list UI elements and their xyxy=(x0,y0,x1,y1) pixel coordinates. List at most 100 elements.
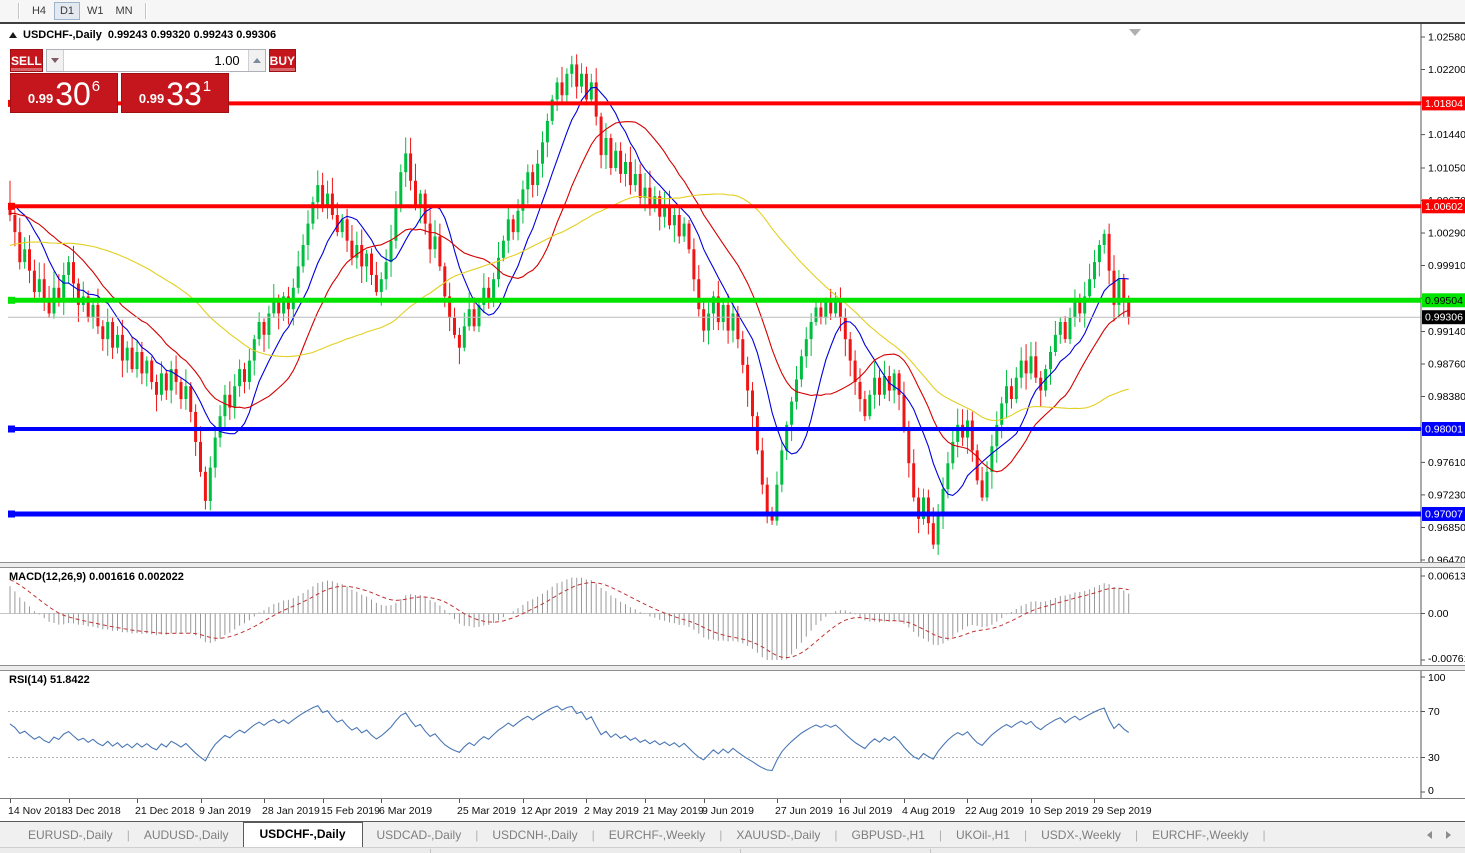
chart-tab-eurchf-weekly-2[interactable]: EURCHF-,Weekly xyxy=(1152,828,1249,842)
chevron-up-icon xyxy=(252,58,261,63)
macd-pane: 0.00613 0.00 -0.007612 MACD(12,26,9) 0.001… xyxy=(0,568,1465,665)
date-tick xyxy=(323,799,324,803)
timeframe-button-h4[interactable]: H4 xyxy=(26,2,52,20)
one-click-trading-panel: SELL BUY 0.99 30 6 0.99 xyxy=(10,49,297,113)
date-label: 9 Jan 2019 xyxy=(199,805,251,817)
svg-text:0.97007: 0.97007 xyxy=(1425,509,1463,521)
svg-text:0.98760: 0.98760 xyxy=(1428,359,1465,371)
macd-label: MACD(12,26,9) 0.001616 0.002022 xyxy=(9,571,184,583)
svg-text:1.00290: 1.00290 xyxy=(1428,228,1465,240)
sell-price-big: 30 xyxy=(55,76,91,112)
svg-text:0.99910: 0.99910 xyxy=(1428,260,1465,272)
svg-text:0.99504: 0.99504 xyxy=(1425,295,1463,307)
buy-price-big: 33 xyxy=(166,76,202,112)
chart-tab-usdchf-daily[interactable]: USDCHF-,Daily xyxy=(242,822,363,847)
svg-text:1.01440: 1.01440 xyxy=(1428,129,1465,141)
scroll-tabs-left-icon[interactable] xyxy=(1427,831,1432,839)
date-tick xyxy=(69,799,70,803)
date-label: 21 May 2019 xyxy=(643,805,704,817)
chart-tab-usdx-weekly[interactable]: USDX-,Weekly xyxy=(1041,828,1121,842)
date-label: 10 Sep 2019 xyxy=(1029,805,1089,817)
buy-button[interactable]: BUY xyxy=(268,49,297,72)
buy-price-prefix: 0.99 xyxy=(138,91,165,106)
svg-text:100: 100 xyxy=(1428,672,1446,684)
scroll-tabs-right-icon[interactable] xyxy=(1446,831,1451,839)
svg-text:0.99140: 0.99140 xyxy=(1428,326,1465,338)
date-tick xyxy=(586,799,587,803)
toolbar-separator xyxy=(18,3,19,19)
buy-price-pipette: 1 xyxy=(202,78,212,95)
timeframe-toolbar: H4 D1 W1 MN xyxy=(0,0,1465,23)
volume-input[interactable] xyxy=(63,50,248,71)
svg-text:1.02200: 1.02200 xyxy=(1428,64,1465,76)
price-pane: 1.025801.022001.018201.014401.010501.006… xyxy=(0,24,1465,562)
chart-ohlc-quote: 0.99243 0.99320 0.99243 0.99306 xyxy=(107,29,277,41)
svg-text:-0.007612: -0.007612 xyxy=(1428,653,1465,665)
collapse-arrow-icon[interactable] xyxy=(9,32,17,38)
date-label: 3 Dec 2018 xyxy=(67,805,121,817)
date-tick xyxy=(704,799,705,803)
macd-chart-canvas[interactable]: 0.00613 0.00 -0.007612 xyxy=(0,568,1465,665)
chart-tab-eurchf-weekly[interactable]: EURCHF-,Weekly xyxy=(608,828,706,842)
date-label: 2 May 2019 xyxy=(584,805,639,817)
svg-text:0.98001: 0.98001 xyxy=(1425,424,1463,436)
date-tick xyxy=(264,799,265,803)
svg-text:0.00613: 0.00613 xyxy=(1428,571,1465,583)
chevron-down-icon xyxy=(50,58,59,63)
date-tick xyxy=(904,799,905,803)
date-tick xyxy=(840,799,841,803)
date-axis[interactable]: 14 Nov 2018 3 Dec 2018 21 Dec 2018 9 Jan 20… xyxy=(0,798,1465,821)
date-label: 25 Mar 2019 xyxy=(457,805,516,817)
date-tick xyxy=(645,799,646,803)
chart-tab-eurusd-daily[interactable]: EURUSD-,Daily xyxy=(28,828,113,842)
sell-price-prefix: 0.99 xyxy=(27,91,54,106)
sell-price-box[interactable]: 0.99 30 6 xyxy=(10,73,118,113)
date-label: 22 Aug 2019 xyxy=(965,805,1024,817)
status-strip xyxy=(0,847,1465,853)
date-label: 14 Nov 2018 xyxy=(8,805,68,817)
svg-text:0.97610: 0.97610 xyxy=(1428,457,1465,469)
svg-text:0.96850: 0.96850 xyxy=(1428,522,1465,534)
sell-button[interactable]: SELL xyxy=(10,49,43,72)
svg-text:1.01804: 1.01804 xyxy=(1425,98,1463,110)
date-label: 21 Dec 2018 xyxy=(135,805,195,817)
volume-increase-button[interactable] xyxy=(247,50,265,71)
timeframe-button-w1[interactable]: W1 xyxy=(82,2,109,20)
chart-tab-bar: EURUSD-,Daily AUDUSD-,Daily USDCHF-,Dail… xyxy=(0,821,1465,847)
buy-price-box[interactable]: 0.99 33 1 xyxy=(121,73,229,113)
sell-price-pipette: 6 xyxy=(91,78,101,95)
rsi-label: RSI(14) 51.8422 xyxy=(9,674,90,686)
chart-tab-audusd-daily[interactable]: AUDUSD-,Daily xyxy=(143,828,229,842)
chart-tab-ukoil-h1[interactable]: UKOil-,H1 xyxy=(956,828,1011,842)
chart-tab-gbpusd-h1[interactable]: GBPUSD-,H1 xyxy=(851,828,925,842)
toolbar-separator xyxy=(144,3,146,19)
chart-tab-xauusd-daily[interactable]: XAUUSD-,Daily xyxy=(736,828,821,842)
date-tick xyxy=(201,799,202,803)
volume-decrease-button[interactable] xyxy=(46,50,64,71)
date-tick xyxy=(1094,799,1095,803)
svg-text:0.99306: 0.99306 xyxy=(1425,312,1463,324)
rsi-chart-canvas[interactable]: 100 70 30 0 xyxy=(0,671,1465,798)
rsi-pane: 100 70 30 0 RSI(14) 51.8422 xyxy=(0,671,1465,798)
tab-separator xyxy=(1263,828,1266,847)
chart-tab-usdcnh-daily[interactable]: USDCNH-,Daily xyxy=(492,828,578,842)
svg-text:1.01050: 1.01050 xyxy=(1428,163,1465,175)
chart-tab-usdcad-daily[interactable]: USDCAD-,Daily xyxy=(376,828,462,842)
date-tick xyxy=(137,799,138,803)
volume-stepper xyxy=(45,49,266,72)
timeframe-button-mn[interactable]: MN xyxy=(111,2,138,20)
svg-text:0.96470: 0.96470 xyxy=(1428,555,1465,563)
price-chart-canvas[interactable]: 1.025801.022001.018201.014401.010501.006… xyxy=(0,24,1465,562)
chart-title: USDCHF-,Daily 0.99243 0.99320 0.99243 0.… xyxy=(9,29,276,41)
timeframe-button-d1[interactable]: D1 xyxy=(54,2,80,20)
pane-splitter[interactable] xyxy=(0,665,1465,671)
date-tick xyxy=(777,799,778,803)
date-tick xyxy=(10,799,11,803)
svg-text:1.02580: 1.02580 xyxy=(1428,32,1465,44)
date-label: 29 Sep 2019 xyxy=(1092,805,1152,817)
svg-text:0.98380: 0.98380 xyxy=(1428,391,1465,403)
svg-text:30: 30 xyxy=(1428,752,1440,764)
chart-symbol-label: USDCHF-,Daily xyxy=(23,29,102,41)
date-tick xyxy=(1031,799,1032,803)
pane-splitter[interactable] xyxy=(0,562,1465,568)
